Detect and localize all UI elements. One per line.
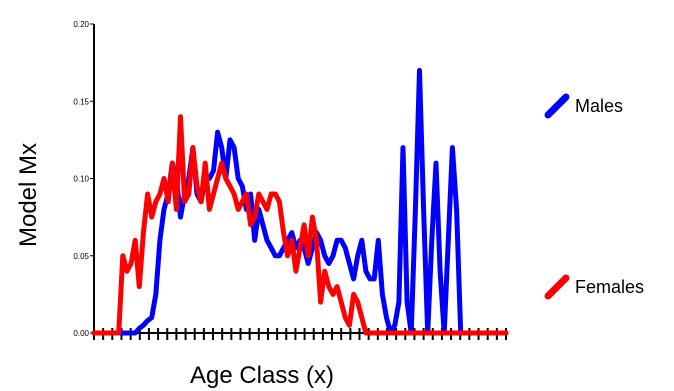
legend-label-males: Males: [575, 96, 623, 116]
y-tick-label: 0.05: [73, 252, 89, 261]
series-layer: [91, 67, 509, 336]
y-axis-ticks: 0.00 0.05 0.10 0.15 0.20: [73, 20, 94, 338]
legend: Males Females: [544, 93, 644, 300]
legend-swatch-females: [544, 274, 570, 300]
y-tick-label: 0.15: [73, 97, 89, 106]
legend-label-females: Females: [575, 277, 644, 297]
y-tick-label: 0.10: [73, 175, 89, 184]
series-line-females: [91, 114, 509, 336]
y-axis-title: Model Mx: [15, 143, 42, 247]
x-axis-title: Age Class (x): [190, 362, 334, 389]
y-tick-label: 0.20: [73, 20, 89, 29]
y-tick-label: 0.00: [73, 329, 89, 338]
legend-swatch-males: [544, 93, 570, 119]
